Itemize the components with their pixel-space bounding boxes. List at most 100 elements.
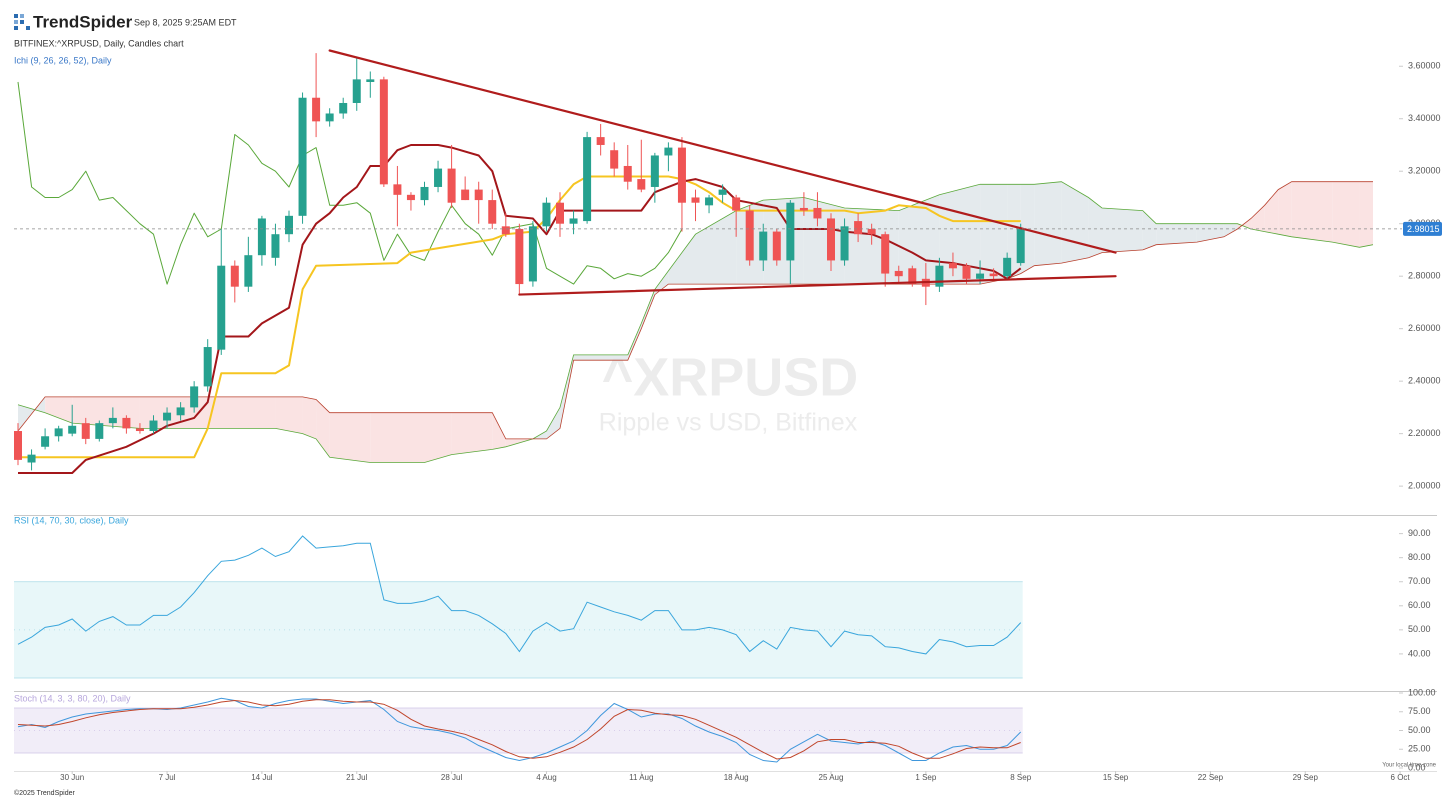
x-tick-label: 1 Sep	[915, 773, 936, 782]
y-tick-label: 2.20000	[1408, 428, 1441, 438]
timezone-note: Your local time zone	[1382, 763, 1436, 769]
y-tick-label: 40.00	[1408, 648, 1431, 658]
candle-body	[68, 425, 77, 434]
cloud-segment	[1102, 207, 1143, 253]
candle-body	[366, 79, 375, 82]
stoch-title: Stoch (14, 3, 3, 80, 20), Daily	[14, 693, 131, 703]
candle-body	[840, 226, 849, 261]
cloud-segment	[1359, 181, 1373, 248]
candle-body	[989, 273, 998, 277]
ichimoku-line	[18, 175, 1021, 459]
watermark-subtitle: Ripple vs USD, Bitfinex	[599, 409, 858, 437]
trendline	[518, 275, 1117, 296]
cloud-segment	[641, 289, 655, 329]
x-tick-label: 22 Sep	[1198, 773, 1224, 782]
y-tick-label: 3.40000	[1408, 113, 1441, 123]
last-price-label: 2.98015	[1407, 224, 1440, 234]
candle-body	[935, 265, 944, 287]
x-tick-label: 7 Jul	[159, 773, 176, 782]
cloud-segment	[451, 412, 493, 455]
y-tick-label: 90.00	[1408, 528, 1431, 538]
cloud-segment	[1264, 189, 1279, 235]
logo-icon	[14, 26, 18, 30]
cloud-segment	[627, 323, 642, 361]
y-tick-label: 0.00	[1408, 762, 1426, 772]
candle-body	[948, 263, 957, 269]
rsi-title: RSI (14, 70, 30, close), Daily	[14, 515, 129, 525]
cloud-segment	[275, 396, 303, 434]
candle-body	[163, 412, 172, 421]
candle-body	[379, 79, 388, 185]
cloud-segment	[492, 412, 506, 450]
cloud-segment	[1061, 181, 1089, 264]
y-tick-label: 70.00	[1408, 576, 1431, 586]
x-tick-label: 14 Jul	[251, 773, 273, 782]
last-price-badge	[1403, 221, 1442, 236]
x-tick-label: 8 Sep	[1010, 773, 1031, 782]
logo-icon	[20, 20, 24, 24]
candle-body	[976, 273, 985, 279]
candle-body	[447, 168, 456, 203]
y-tick-label: 2.00000	[1408, 481, 1441, 491]
logo-icon	[14, 20, 18, 24]
candle-body	[1003, 257, 1012, 277]
indicator-line	[17, 697, 1022, 763]
candle-body	[81, 423, 90, 439]
indicator-title: Ichi (9, 26, 26, 52), Daily	[14, 55, 112, 65]
candle-body	[650, 155, 659, 187]
candle-body	[718, 189, 727, 195]
y-tick-label: 3.60000	[1408, 61, 1441, 71]
x-tick-label: 21 Jul	[346, 773, 368, 782]
x-tick-label: 18 Aug	[724, 773, 749, 782]
watermark: ^XRPUSD	[602, 347, 859, 407]
logo-icon	[14, 14, 18, 18]
x-tick-label: 15 Sep	[1103, 773, 1129, 782]
candle-body	[556, 202, 564, 224]
candle-body	[596, 137, 605, 145]
candle-body	[854, 221, 863, 235]
candle-body	[623, 165, 632, 182]
cloud-segment	[939, 184, 981, 285]
cloud-segment	[45, 396, 73, 424]
candle-body	[54, 428, 63, 437]
candle-body	[298, 97, 307, 216]
candle-body	[325, 113, 334, 122]
cloud-segment	[1034, 181, 1062, 266]
candle-body	[881, 234, 890, 274]
candle-body	[569, 218, 578, 224]
candle-body	[610, 150, 619, 169]
y-tick-label: 50.00	[1408, 725, 1431, 735]
cloud-segment	[668, 234, 696, 285]
candle-body	[1016, 228, 1025, 264]
candle-body	[772, 231, 781, 261]
candle-body	[528, 226, 537, 282]
candle-body	[501, 226, 510, 235]
cloud-segment	[654, 270, 669, 295]
cloud-segment	[980, 184, 1008, 285]
candle-body	[108, 417, 117, 424]
candle-body	[637, 179, 646, 190]
copyright: ©2025 TrendSpider	[14, 789, 75, 797]
cloud-segment	[1223, 223, 1238, 237]
cloud-segment	[695, 210, 737, 285]
cloud-segment	[1332, 181, 1360, 248]
candle-body	[14, 431, 22, 460]
y-tick-label: 50.00	[1408, 624, 1431, 634]
y-tick-label: 2.60000	[1408, 323, 1441, 333]
x-tick-label: 4 Aug	[536, 773, 556, 782]
y-tick-label: 60.00	[1408, 600, 1431, 610]
candle-body	[257, 218, 266, 256]
y-tick-label: 75.00	[1408, 706, 1431, 716]
candle-body	[799, 207, 808, 211]
candle-body	[27, 454, 36, 463]
logo-icon	[20, 14, 24, 18]
logo-icon	[26, 26, 30, 30]
x-tick-label: 11 Aug	[629, 773, 653, 782]
candle-body	[691, 197, 700, 203]
candle-body	[271, 234, 280, 258]
candle-body	[434, 168, 443, 187]
cloud-segment	[573, 354, 628, 361]
candle-body	[461, 189, 470, 201]
